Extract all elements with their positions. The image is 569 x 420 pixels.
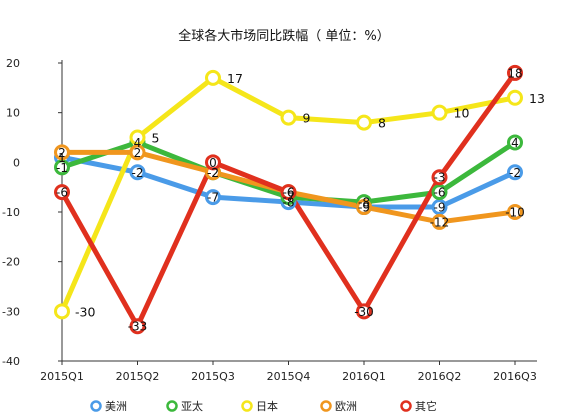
- x-tick-label: 2015Q3: [191, 370, 235, 383]
- legend-label: 其它: [415, 399, 437, 413]
- data-label: -30: [75, 304, 95, 319]
- y-tick-label: -30: [2, 305, 20, 318]
- data-label: -12: [430, 215, 450, 229]
- data-label: 13: [529, 91, 545, 106]
- data-label: -6: [56, 186, 68, 200]
- data-point: [54, 159, 70, 176]
- data-point: [431, 213, 448, 230]
- y-tick-label: -10: [2, 206, 20, 219]
- data-label: -7: [283, 191, 295, 205]
- data-label: -1: [56, 161, 68, 175]
- y-tick-label: 10: [6, 107, 20, 120]
- x-axis: 2015Q1 2015Q2 2015Q3 2015Q4 2016Q1 2016Q2 2016…: [40, 360, 537, 383]
- data-label: -6: [434, 186, 446, 200]
- x-tick-label: 2016Q3: [493, 370, 537, 383]
- x-tick-label: 2015Q2: [116, 370, 160, 383]
- legend-marker: [90, 400, 102, 412]
- data-label: -6: [283, 186, 295, 200]
- legend-label: 亚太: [181, 400, 203, 413]
- data-label: -2: [509, 166, 521, 180]
- data-label: -30: [354, 305, 374, 319]
- data-point: [431, 169, 448, 186]
- data-label: -9: [434, 201, 446, 215]
- data-label: 4: [134, 136, 142, 150]
- data-label: -8: [283, 196, 295, 210]
- data-label: -9: [358, 201, 370, 215]
- y-axis: 20 10 0 -10 -20 -30 -40: [2, 57, 63, 368]
- x-tick-label: 2016Q1: [342, 370, 386, 383]
- data-point: [356, 114, 372, 131]
- data-label: 4: [511, 136, 519, 150]
- legend-marker: [166, 400, 178, 412]
- legend-label: 欧洲: [335, 400, 357, 413]
- data-label: 0: [209, 156, 217, 170]
- data-point: [280, 184, 297, 201]
- legend-marker: [320, 400, 332, 412]
- data-label: 2: [134, 146, 142, 160]
- data-label: -3: [434, 171, 446, 185]
- data-point: [356, 199, 372, 216]
- data-point: [356, 303, 372, 320]
- data-point: [205, 189, 221, 206]
- chart-title: 全球各大市场同比跌幅（ 单位：%）: [178, 28, 390, 44]
- data-label: 1: [58, 151, 66, 165]
- data-label: -10: [505, 206, 525, 220]
- data-point: [129, 129, 146, 146]
- legend-label: 美洲: [105, 400, 127, 413]
- legend-marker: [241, 400, 253, 412]
- data-label: -7: [207, 191, 219, 205]
- x-tick-label: 2016Q2: [418, 370, 462, 383]
- data-point: [507, 164, 523, 181]
- data-point: [205, 154, 221, 171]
- data-point: [507, 64, 523, 81]
- data-label: -2: [207, 166, 219, 180]
- legend: 美洲 亚太 日本 欧洲 其它: [90, 399, 437, 413]
- data-point: [205, 69, 221, 86]
- data-label: 5: [152, 131, 160, 146]
- data-point: [431, 184, 448, 201]
- data-point: [507, 134, 523, 151]
- y-tick-label: -20: [2, 256, 20, 269]
- data-label: 2: [58, 146, 66, 160]
- data-point: [54, 303, 70, 320]
- x-tick-label: 2015Q1: [40, 370, 84, 383]
- data-label: -6: [283, 186, 295, 200]
- data-point: [129, 318, 146, 335]
- data-label: 9: [303, 111, 311, 126]
- data-label: 17: [227, 71, 243, 86]
- data-label: -9: [358, 201, 370, 215]
- data-point: [431, 104, 448, 121]
- data-label: -33: [128, 320, 148, 334]
- data-point: [54, 184, 70, 201]
- data-point: [507, 89, 523, 106]
- data-label: 8: [378, 116, 386, 131]
- data-point: [54, 144, 70, 161]
- data-point: [129, 144, 146, 161]
- legend-label: 日本: [256, 399, 278, 413]
- data-label: -2: [207, 166, 219, 180]
- series-markers: [54, 64, 523, 335]
- data-label: -2: [132, 166, 144, 180]
- y-tick-label: 20: [6, 57, 20, 70]
- data-label: 10: [454, 106, 470, 121]
- y-tick-label: 0: [13, 156, 20, 169]
- data-label: -8: [358, 196, 370, 210]
- data-point: [507, 204, 523, 220]
- data-point: [431, 199, 448, 216]
- legend-marker: [400, 400, 412, 412]
- x-tick-label: 2015Q4: [267, 370, 311, 383]
- y-tick-label: -40: [2, 355, 20, 368]
- data-point: [280, 109, 297, 126]
- data-label: 18: [507, 66, 522, 80]
- data-point: [129, 164, 146, 181]
